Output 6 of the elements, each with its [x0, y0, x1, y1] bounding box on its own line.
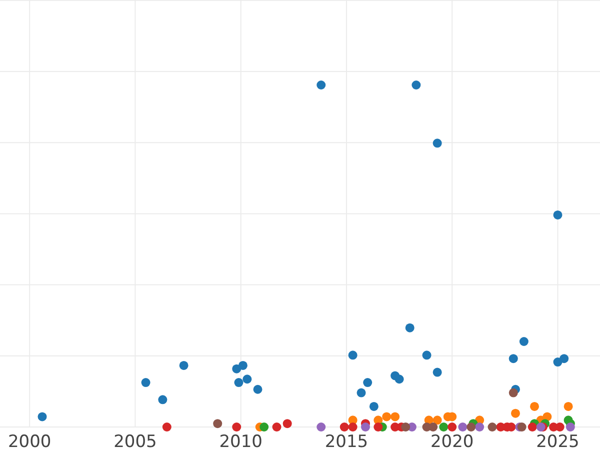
x-tick-label: 2015 [324, 432, 368, 450]
x-tick-label: 2000 [8, 432, 52, 450]
x-tick-label: 2010 [219, 432, 262, 450]
x-tick-label: 2020 [430, 432, 474, 450]
x-tick-label: 2005 [114, 432, 157, 450]
x-tick-label: 2025 [536, 432, 580, 450]
